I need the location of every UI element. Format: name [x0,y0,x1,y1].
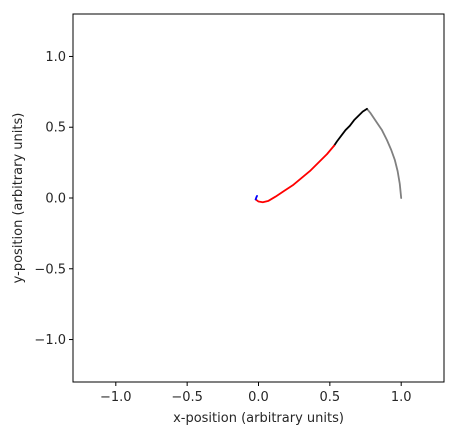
plot-frame [72,13,445,383]
y-tick-label: 1.0 [45,50,66,65]
y-tick-label: −1.0 [34,333,66,348]
series-line-2 [333,107,368,147]
series-line-4 [254,194,258,201]
y-tick-label: 0.0 [45,192,66,207]
x-tick-label: −0.5 [171,390,203,405]
y-tick-label: 0.5 [45,121,66,136]
ticks-layer: −1.0 −0.5 0.0 0.5 1.0 −1.0 −0.5 0.0 0.5 1.0 [34,50,411,405]
y-axis-label: y-position (arbitrary units) [11,113,26,284]
x-axis-label: x-position (arbitrary units) [173,411,344,426]
plot-layer [254,107,403,204]
y-tick-label: −0.5 [34,262,66,277]
x-tick-label: 1.0 [391,390,412,405]
x-tick-label: 0.0 [248,390,269,405]
series-line-3 [254,144,336,204]
x-tick-label: 0.5 [320,390,341,405]
series-line-1 [366,107,403,199]
x-tick-label: −1.0 [100,390,132,405]
